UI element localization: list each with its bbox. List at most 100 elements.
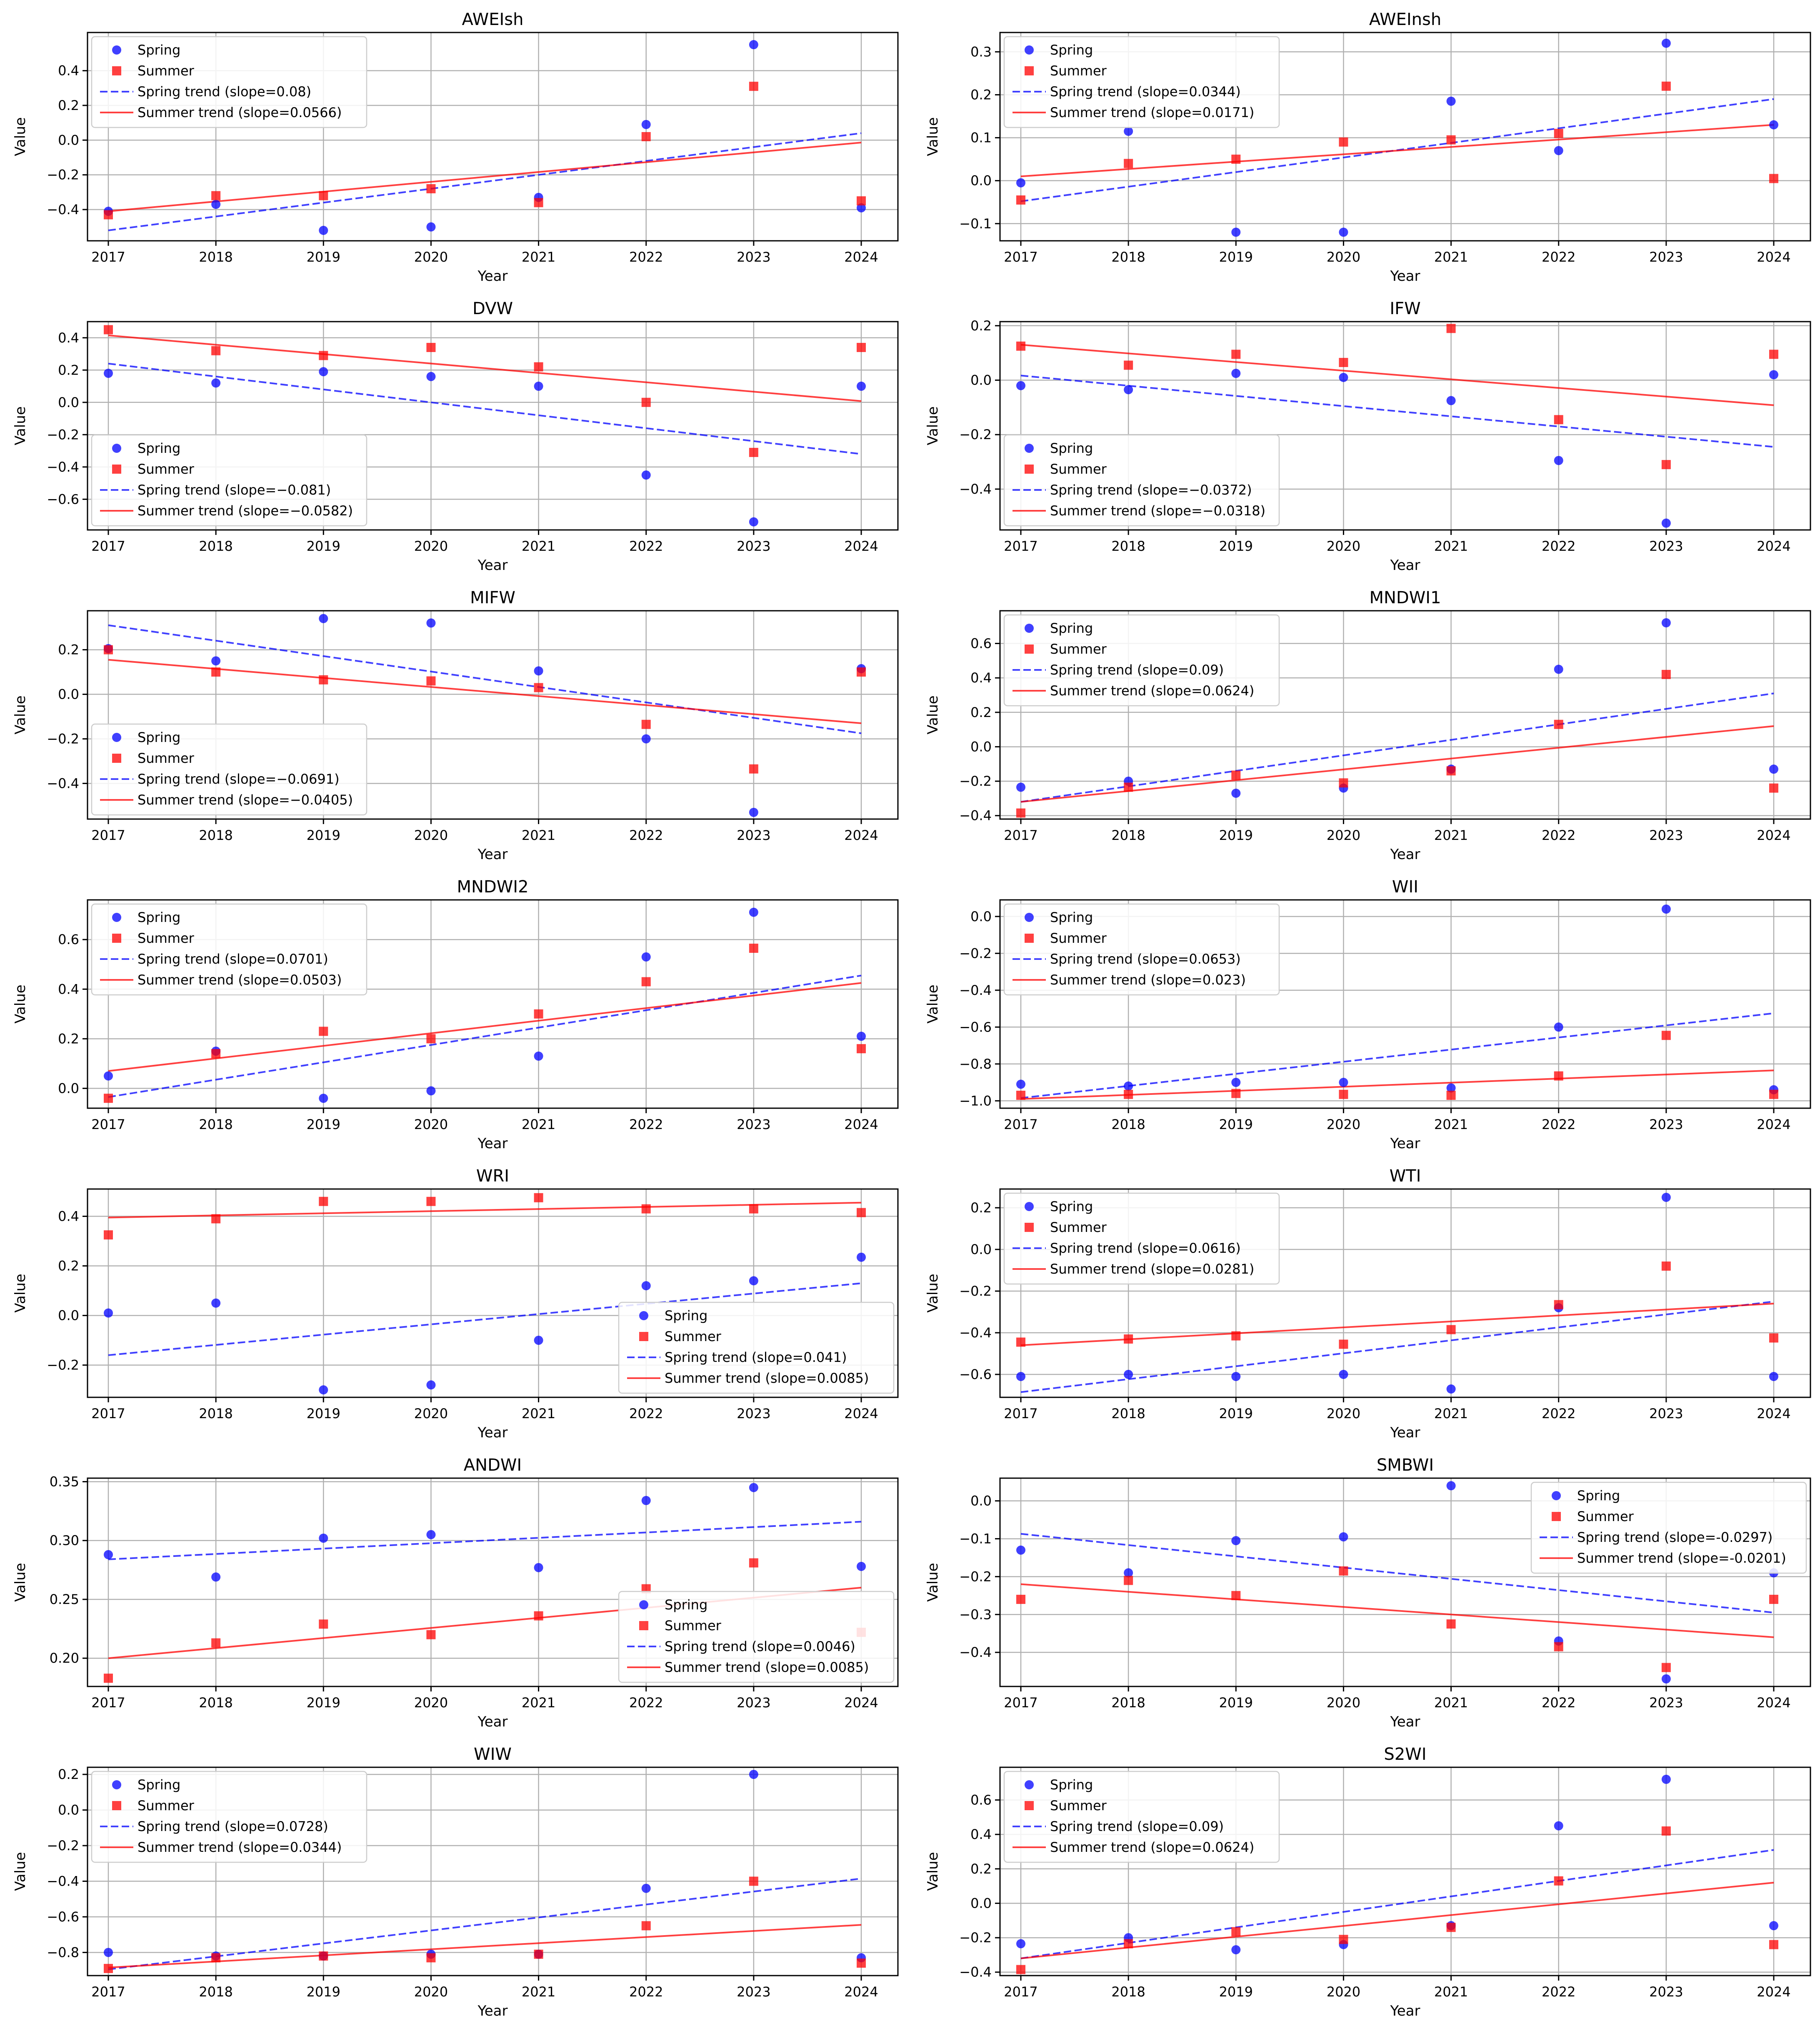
legend-summer-label: Summer xyxy=(138,750,195,766)
subplot-title: MNDWI1 xyxy=(1369,588,1441,607)
y-tick-label: 0.0 xyxy=(970,909,992,924)
x-tick-label: 2020 xyxy=(414,1984,448,2000)
summer-trend-line xyxy=(1020,725,1774,803)
spring-trend-line xyxy=(1020,692,1774,803)
spring-point xyxy=(1661,1193,1671,1202)
x-tick-label: 2017 xyxy=(1004,249,1038,265)
x-tick-label: 2023 xyxy=(737,1406,770,1421)
subplot-title: DVW xyxy=(472,299,513,318)
summer-point xyxy=(1554,129,1563,138)
x-tick-label: 2023 xyxy=(1649,1695,1683,1711)
x-axis-label: Year xyxy=(1390,557,1420,574)
spring-point xyxy=(641,1884,651,1893)
summer-point xyxy=(1016,1594,1025,1604)
summer-point xyxy=(1016,808,1025,818)
x-tick-label: 2019 xyxy=(307,1406,340,1421)
summer-point xyxy=(641,1204,651,1214)
spring-point xyxy=(857,1032,866,1041)
x-axis-label: Year xyxy=(478,1424,508,1441)
y-tick-label: 0.2 xyxy=(58,97,79,113)
legend-spring-trend-label: Spring trend (slope=0.0344) xyxy=(1050,84,1241,100)
x-tick-label: 2019 xyxy=(1219,249,1253,265)
x-tick-label: 2022 xyxy=(1542,1984,1575,2000)
legend-summer-marker xyxy=(1025,645,1034,654)
x-tick-label: 2020 xyxy=(414,1117,448,1132)
y-tick-label: 0.6 xyxy=(58,932,79,947)
x-tick-label: 2019 xyxy=(307,1117,340,1132)
x-tick-label: 2023 xyxy=(1649,249,1683,265)
legend: Spring Summer Spring trend (slope=0.08) Sum… xyxy=(91,36,368,128)
spring-point xyxy=(1016,782,1025,792)
legend-summer-trend-label: Summer trend (slope=0.0503) xyxy=(138,972,342,988)
y-axis-label: Value xyxy=(925,1563,941,1601)
summer-point xyxy=(1661,1031,1671,1040)
x-tick-label: 2023 xyxy=(1649,827,1683,843)
x-tick-label: 2018 xyxy=(1111,1406,1145,1421)
x-tick-label: 2019 xyxy=(1219,1406,1253,1421)
summer-point xyxy=(104,210,113,220)
spring-point xyxy=(104,1550,113,1559)
spring-point xyxy=(857,1561,866,1571)
x-tick-label: 2021 xyxy=(1434,1695,1468,1711)
spring-point xyxy=(749,907,758,917)
summer-point xyxy=(319,191,328,200)
y-tick-label: 0.0 xyxy=(970,1242,992,1257)
legend: Spring Summer Spring trend (slope=−0.0691)… xyxy=(91,723,368,816)
x-tick-label: 2018 xyxy=(199,538,232,554)
y-tick-label: 0.2 xyxy=(58,642,79,658)
summer-point xyxy=(1446,1091,1456,1100)
spring-trend-line xyxy=(108,1282,862,1356)
summer-point xyxy=(426,1953,436,1963)
spring-point xyxy=(1016,381,1025,390)
spring-point xyxy=(1124,1081,1133,1091)
summer-point xyxy=(104,325,113,335)
legend-summer-marker xyxy=(1025,66,1034,75)
spring-point xyxy=(749,807,758,817)
spring-point xyxy=(426,372,436,381)
legend-spring-label: Spring xyxy=(138,729,180,745)
x-tick-label: 2020 xyxy=(1327,249,1360,265)
legend-spring-label: Spring xyxy=(665,1308,708,1324)
x-tick-label: 2020 xyxy=(414,827,448,843)
spring-point xyxy=(426,618,436,628)
legend-spring-label: Spring xyxy=(138,909,180,925)
spring-point xyxy=(1769,1921,1778,1931)
x-tick-label: 2019 xyxy=(307,249,340,265)
y-axis-label: Value xyxy=(12,1274,29,1312)
summer-point xyxy=(426,1197,436,1206)
x-tick-label: 2020 xyxy=(1327,1406,1360,1421)
legend-spring-label: Spring xyxy=(138,440,180,456)
legend: Spring Summer Spring trend (slope=0.0616) S… xyxy=(1003,1192,1280,1285)
axes-frame xyxy=(87,1477,899,1687)
legend-summer-label: Summer xyxy=(138,930,195,946)
y-tick-label: −0.2 xyxy=(47,731,79,747)
spring-point xyxy=(1016,1079,1025,1089)
summer-trend-line xyxy=(1020,124,1774,177)
legend-frame xyxy=(618,1302,895,1394)
y-tick-label: −0.4 xyxy=(959,1644,992,1660)
summer-point xyxy=(104,1230,113,1240)
y-tick-label: 0.2 xyxy=(58,1031,79,1047)
legend-frame xyxy=(1003,1771,1280,1863)
y-tick-label: −0.6 xyxy=(959,1366,992,1382)
legend-spring-marker xyxy=(639,1311,648,1320)
spring-point xyxy=(1124,385,1133,395)
legend-spring-label: Spring xyxy=(1577,1488,1620,1504)
summer-point xyxy=(1661,81,1671,91)
spring-point xyxy=(857,203,866,212)
spring-point xyxy=(534,1563,543,1572)
y-tick-label: 0.2 xyxy=(970,87,992,102)
spring-point xyxy=(211,1298,221,1308)
summer-trend-line xyxy=(108,982,862,1072)
legend-spring-trend-label: Spring trend (slope=0.0653) xyxy=(1050,951,1241,967)
x-tick-label: 2024 xyxy=(844,1984,878,2000)
subplot-andwi: 2017 2018 2019 2020 2021 2022 2023 2024 0.20 0.25… xyxy=(12,1456,899,1730)
y-tick-label: −0.2 xyxy=(959,1283,992,1299)
summer-point xyxy=(1016,1091,1025,1100)
legend: Spring Summer Spring trend (slope=−0.081) S… xyxy=(91,434,368,527)
spring-point xyxy=(1769,120,1778,130)
axes-frame xyxy=(999,899,1811,1109)
spring-point xyxy=(1124,127,1133,136)
legend-summer-marker xyxy=(112,934,121,943)
